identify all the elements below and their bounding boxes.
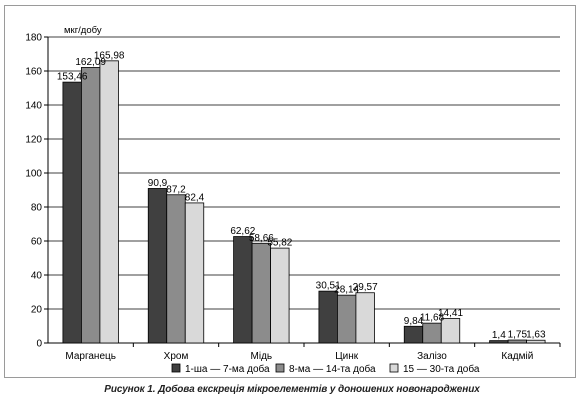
bar xyxy=(270,247,290,344)
x-tick-label: Марганець xyxy=(65,351,116,362)
legend-label: 1-ша — 7-ма доба xyxy=(185,363,270,375)
y-axis-label: мкг/добу xyxy=(64,25,102,36)
data-label: 58,66 xyxy=(249,233,274,244)
x-tick-label: Хром xyxy=(164,351,189,362)
bar xyxy=(81,67,101,344)
data-label: 90,9 xyxy=(148,178,168,189)
data-label: 162,09 xyxy=(75,57,106,68)
legend-label: 15 — 30-та доба xyxy=(403,363,480,375)
data-label: 1,75 xyxy=(508,330,528,341)
data-label: 87,2 xyxy=(166,184,186,195)
y-tick-labels: 0 20 40 60 80 100 120 140 160 180 xyxy=(25,33,42,350)
x-tick-label: Цинк xyxy=(335,351,359,362)
y-tick-label: 180 xyxy=(25,33,42,44)
data-label: 82,4 xyxy=(185,192,205,203)
data-label: 30,51 xyxy=(316,281,341,292)
y-tick-label: 120 xyxy=(25,135,42,146)
bar xyxy=(62,81,82,344)
x-tick-labels: Марганець Хром Мідь Цинк Залізо Кадмій xyxy=(65,351,533,362)
bars xyxy=(62,60,546,344)
bar xyxy=(403,325,424,344)
axes xyxy=(44,36,561,347)
y-tick-label: 0 xyxy=(36,339,42,350)
bar xyxy=(337,294,357,344)
y-tick-label: 80 xyxy=(31,203,43,214)
legend-swatch xyxy=(389,363,399,373)
data-label: 165,98 xyxy=(94,50,125,61)
bar xyxy=(99,60,119,344)
bar xyxy=(526,339,546,344)
bar xyxy=(166,194,186,344)
bar xyxy=(422,322,442,344)
y-tick-label: 140 xyxy=(25,101,42,112)
data-label: 28,14 xyxy=(334,285,359,296)
x-tick-label: Кадмій xyxy=(501,351,533,362)
bar xyxy=(233,236,253,344)
y-tick-label: 40 xyxy=(31,271,43,282)
bar xyxy=(440,318,461,344)
y-tick-label: 160 xyxy=(25,67,42,78)
grid-lines xyxy=(48,36,560,310)
legend-swatch xyxy=(275,363,285,373)
figure-caption: Рисунок 1. Добова екскреція мікроелемент… xyxy=(104,384,480,395)
legend-swatch xyxy=(171,363,181,373)
data-label: 1,63 xyxy=(526,330,546,341)
data-label: 11,68 xyxy=(420,313,445,324)
bar xyxy=(184,202,205,344)
y-tick-label: 20 xyxy=(31,305,43,316)
y-tick-label: 60 xyxy=(31,237,43,248)
y-tick-label: 100 xyxy=(25,169,42,180)
data-label: 9,84 xyxy=(404,316,424,327)
data-label: 29,57 xyxy=(353,282,378,293)
bar-chart: мкг/добу 0 20 40 60 80 100 120 140 160 180 153,46… xyxy=(25,25,561,375)
bar xyxy=(355,292,375,344)
data-label: 14,41 xyxy=(438,308,463,319)
legend: 1-ша — 7-ма доба 8-ма — 14-та доба 15 — 30… xyxy=(171,363,480,375)
data-label: 1,4 xyxy=(492,330,506,341)
bar xyxy=(147,188,168,344)
x-tick-label: Залізо xyxy=(417,351,447,362)
bar xyxy=(318,290,338,344)
bar xyxy=(251,242,271,344)
data-label: 153,46 xyxy=(57,72,88,83)
data-label: 55,82 xyxy=(267,238,292,249)
legend-label: 8-ма — 14-та доба xyxy=(289,363,376,375)
x-tick-label: Мідь xyxy=(251,351,273,362)
data-label: 62,62 xyxy=(230,226,255,237)
